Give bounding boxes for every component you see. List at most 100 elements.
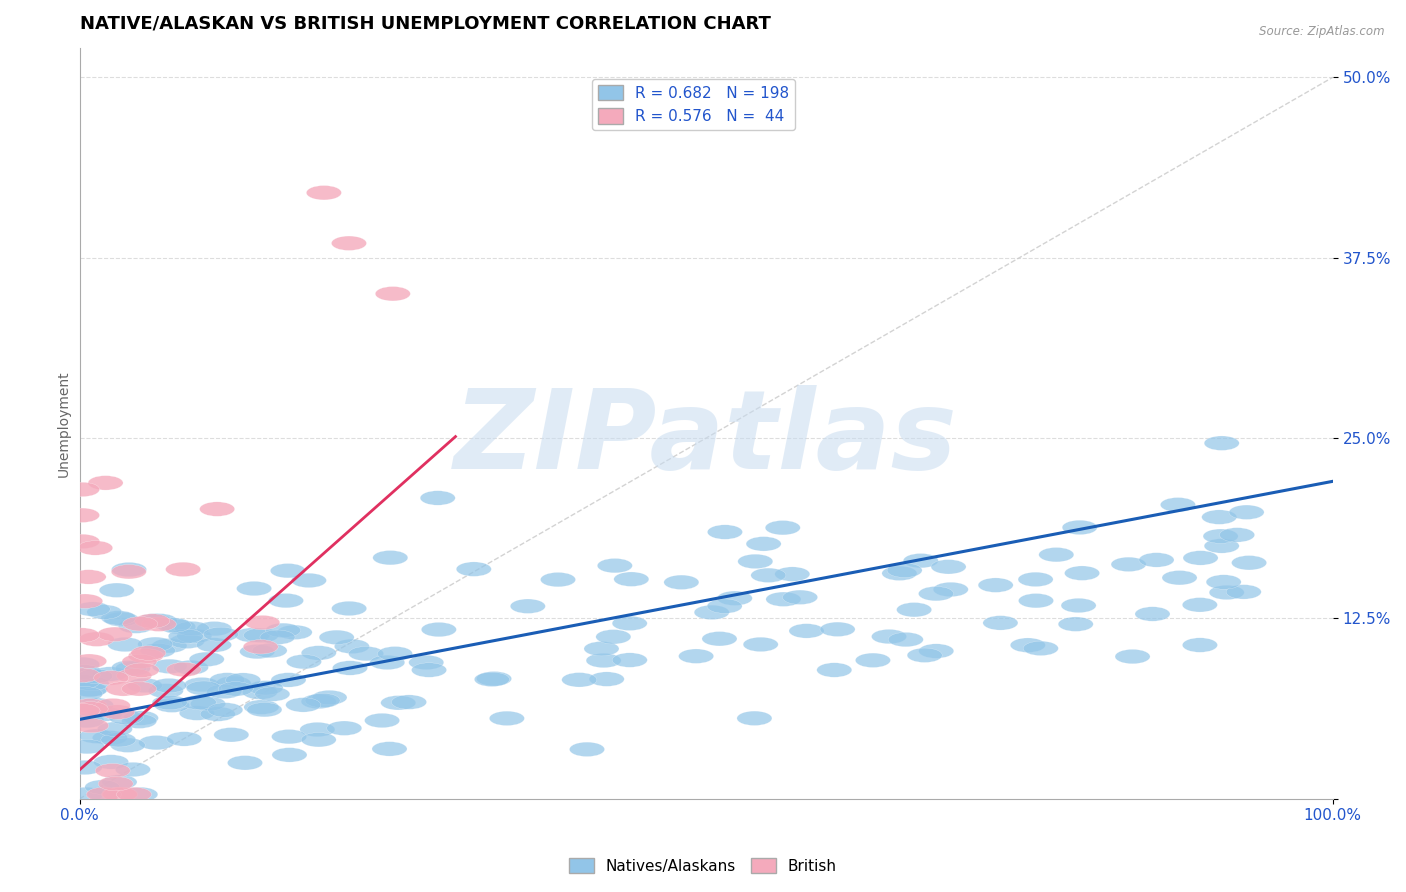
- Ellipse shape: [789, 624, 824, 638]
- Ellipse shape: [108, 710, 143, 724]
- Ellipse shape: [115, 763, 150, 777]
- Ellipse shape: [420, 491, 456, 505]
- Legend: Natives/Alaskans, British: Natives/Alaskans, British: [562, 852, 844, 880]
- Ellipse shape: [889, 632, 924, 647]
- Ellipse shape: [312, 690, 347, 705]
- Ellipse shape: [160, 619, 195, 634]
- Ellipse shape: [243, 640, 278, 654]
- Ellipse shape: [586, 653, 621, 668]
- Ellipse shape: [169, 634, 204, 648]
- Ellipse shape: [1209, 585, 1244, 599]
- Ellipse shape: [332, 661, 367, 675]
- Ellipse shape: [208, 703, 243, 717]
- Ellipse shape: [72, 654, 107, 668]
- Ellipse shape: [72, 570, 107, 584]
- Ellipse shape: [882, 566, 917, 581]
- Ellipse shape: [695, 605, 730, 620]
- Ellipse shape: [983, 615, 1018, 630]
- Ellipse shape: [122, 654, 157, 669]
- Ellipse shape: [79, 632, 114, 647]
- Ellipse shape: [335, 640, 370, 654]
- Ellipse shape: [177, 629, 212, 643]
- Ellipse shape: [96, 764, 131, 778]
- Ellipse shape: [148, 683, 183, 698]
- Ellipse shape: [152, 639, 187, 653]
- Ellipse shape: [332, 601, 367, 615]
- Ellipse shape: [73, 702, 108, 716]
- Ellipse shape: [65, 483, 100, 497]
- Ellipse shape: [111, 565, 146, 579]
- Ellipse shape: [115, 661, 150, 676]
- Ellipse shape: [77, 541, 112, 555]
- Ellipse shape: [817, 663, 852, 677]
- Ellipse shape: [184, 677, 219, 692]
- Ellipse shape: [738, 554, 773, 568]
- Ellipse shape: [110, 738, 145, 753]
- Ellipse shape: [291, 574, 326, 588]
- Ellipse shape: [101, 611, 136, 625]
- Ellipse shape: [271, 747, 307, 762]
- Ellipse shape: [820, 622, 855, 637]
- Ellipse shape: [277, 625, 312, 640]
- Ellipse shape: [72, 682, 107, 697]
- Ellipse shape: [707, 599, 742, 614]
- Ellipse shape: [67, 665, 103, 679]
- Ellipse shape: [934, 582, 969, 597]
- Ellipse shape: [69, 714, 104, 728]
- Ellipse shape: [218, 681, 253, 696]
- Ellipse shape: [105, 681, 141, 696]
- Ellipse shape: [156, 618, 191, 632]
- Ellipse shape: [243, 700, 278, 714]
- Ellipse shape: [897, 602, 932, 617]
- Ellipse shape: [217, 676, 252, 690]
- Ellipse shape: [86, 788, 121, 802]
- Ellipse shape: [370, 656, 405, 670]
- Ellipse shape: [305, 693, 340, 707]
- Ellipse shape: [207, 684, 242, 698]
- Ellipse shape: [979, 578, 1014, 592]
- Ellipse shape: [266, 624, 301, 638]
- Ellipse shape: [214, 728, 249, 742]
- Ellipse shape: [872, 630, 907, 644]
- Ellipse shape: [1182, 598, 1218, 612]
- Ellipse shape: [252, 643, 287, 657]
- Ellipse shape: [1018, 593, 1053, 608]
- Ellipse shape: [245, 615, 280, 630]
- Ellipse shape: [128, 648, 163, 663]
- Ellipse shape: [200, 706, 235, 722]
- Ellipse shape: [744, 637, 779, 652]
- Ellipse shape: [139, 735, 174, 750]
- Ellipse shape: [97, 627, 132, 641]
- Ellipse shape: [1206, 574, 1241, 590]
- Ellipse shape: [155, 698, 190, 713]
- Ellipse shape: [269, 593, 304, 607]
- Ellipse shape: [228, 756, 263, 770]
- Ellipse shape: [1039, 548, 1074, 562]
- Ellipse shape: [474, 673, 509, 687]
- Ellipse shape: [173, 660, 208, 674]
- Ellipse shape: [239, 644, 274, 659]
- Ellipse shape: [765, 521, 800, 535]
- Ellipse shape: [141, 617, 176, 632]
- Ellipse shape: [190, 652, 225, 666]
- Ellipse shape: [166, 662, 201, 677]
- Ellipse shape: [702, 632, 737, 646]
- Ellipse shape: [1011, 638, 1046, 652]
- Ellipse shape: [562, 673, 596, 687]
- Ellipse shape: [1115, 649, 1150, 664]
- Ellipse shape: [65, 704, 100, 718]
- Ellipse shape: [391, 695, 426, 709]
- Ellipse shape: [679, 649, 714, 664]
- Ellipse shape: [73, 682, 108, 697]
- Ellipse shape: [93, 731, 128, 745]
- Ellipse shape: [67, 760, 103, 775]
- Ellipse shape: [79, 729, 114, 743]
- Ellipse shape: [583, 641, 619, 656]
- Ellipse shape: [381, 696, 416, 710]
- Ellipse shape: [271, 730, 307, 744]
- Ellipse shape: [87, 605, 122, 619]
- Ellipse shape: [121, 681, 156, 696]
- Ellipse shape: [77, 669, 112, 683]
- Ellipse shape: [1111, 558, 1146, 572]
- Ellipse shape: [855, 653, 890, 667]
